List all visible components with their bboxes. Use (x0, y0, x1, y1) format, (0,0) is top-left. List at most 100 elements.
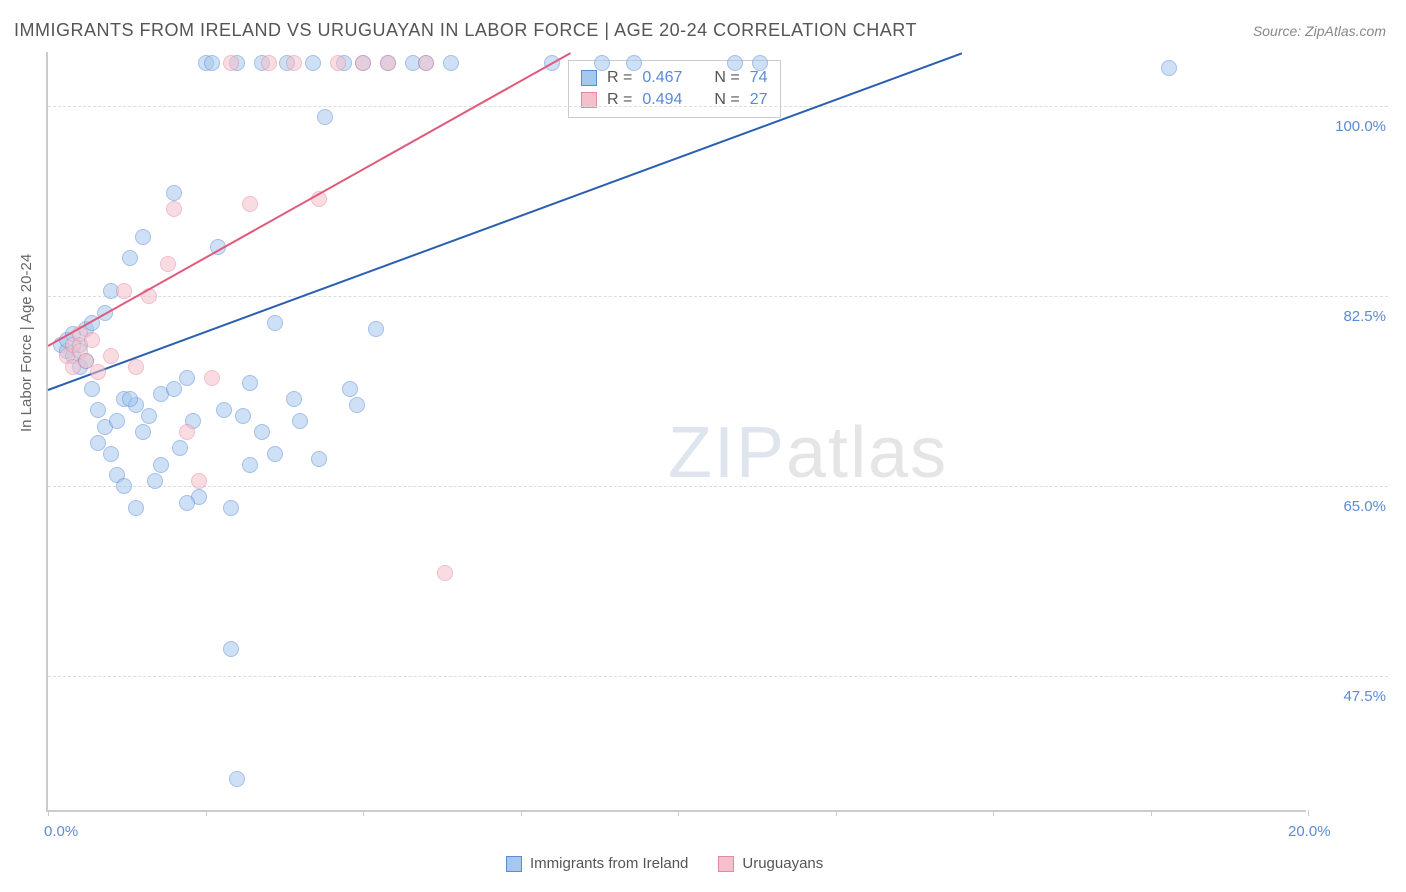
data-point-ireland (116, 478, 132, 494)
data-point-uruguay (418, 55, 434, 71)
data-point-uruguay (103, 348, 119, 364)
gridline (48, 106, 1388, 107)
data-point-ireland (368, 321, 384, 337)
legend-item-uruguay: Uruguayans (718, 855, 823, 872)
x-tick-label: 20.0% (1288, 823, 1331, 840)
data-point-uruguay (116, 283, 132, 299)
data-point-uruguay (90, 364, 106, 380)
data-point-uruguay (223, 55, 239, 71)
x-tick (206, 810, 207, 816)
header: IMMIGRANTS FROM IRELAND VS URUGUAYAN IN … (14, 20, 1386, 41)
data-point-ireland (84, 381, 100, 397)
data-point-uruguay (330, 55, 346, 71)
chart-area: In Labor Force | Age 20-24 ZIPatlas R =0… (46, 52, 1386, 842)
trend-line-uruguay (48, 52, 572, 347)
data-point-ireland (172, 440, 188, 456)
data-point-ireland (443, 55, 459, 71)
legend-swatch-ireland (506, 856, 522, 872)
data-point-ireland (128, 500, 144, 516)
data-point-ireland (311, 451, 327, 467)
data-point-uruguay (160, 256, 176, 272)
data-point-ireland (147, 473, 163, 489)
data-point-ireland (235, 408, 251, 424)
y-tick-label: 47.5% (1316, 688, 1386, 705)
x-tick-label: 0.0% (44, 823, 78, 840)
chart-legend: Immigrants from Ireland Uruguayans (506, 855, 823, 872)
data-point-ireland (229, 771, 245, 787)
data-point-ireland (223, 500, 239, 516)
legend-item-ireland: Immigrants from Ireland (506, 855, 688, 872)
data-point-ireland (594, 55, 610, 71)
data-point-uruguay (380, 55, 396, 71)
data-point-ireland (122, 391, 138, 407)
stat-row-uruguay: R =0.494N =27 (581, 89, 768, 111)
stat-r-value: 0.467 (642, 69, 682, 87)
data-point-ireland (254, 424, 270, 440)
y-axis-label: In Labor Force | Age 20-24 (18, 254, 35, 432)
gridline (48, 486, 1388, 487)
chart-title: IMMIGRANTS FROM IRELAND VS URUGUAYAN IN … (14, 20, 917, 41)
legend-swatch-uruguay (718, 856, 734, 872)
data-point-ireland (267, 315, 283, 331)
legend-label-uruguay: Uruguayans (742, 855, 823, 872)
data-point-ireland (204, 55, 220, 71)
data-point-ireland (135, 229, 151, 245)
watermark-zip: ZIP (668, 413, 786, 493)
data-point-ireland (342, 381, 358, 397)
data-point-uruguay (437, 565, 453, 581)
data-point-uruguay (286, 55, 302, 71)
data-point-ireland (122, 250, 138, 266)
x-tick (678, 810, 679, 816)
data-point-ireland (242, 375, 258, 391)
y-tick-label: 100.0% (1316, 118, 1386, 135)
data-point-ireland (752, 55, 768, 71)
data-point-ireland (349, 397, 365, 413)
data-point-uruguay (355, 55, 371, 71)
y-tick-label: 82.5% (1316, 308, 1386, 325)
data-point-ireland (292, 413, 308, 429)
data-point-uruguay (166, 201, 182, 217)
data-point-ireland (179, 370, 195, 386)
x-tick (1308, 810, 1309, 816)
data-point-uruguay (191, 473, 207, 489)
data-point-ireland (305, 55, 321, 71)
x-tick (836, 810, 837, 816)
data-point-uruguay (242, 196, 258, 212)
data-point-ireland (141, 408, 157, 424)
data-point-ireland (135, 424, 151, 440)
data-point-uruguay (84, 332, 100, 348)
data-point-ireland (242, 457, 258, 473)
stat-swatch-ireland (581, 70, 597, 86)
watermark-atlas: atlas (786, 413, 948, 493)
stat-n-label: N = (714, 69, 739, 87)
data-point-ireland (626, 55, 642, 71)
data-point-ireland (1161, 60, 1177, 76)
x-tick (521, 810, 522, 816)
legend-label-ireland: Immigrants from Ireland (530, 855, 688, 872)
data-point-ireland (90, 402, 106, 418)
y-tick-label: 65.0% (1316, 498, 1386, 515)
data-point-ireland (153, 457, 169, 473)
data-point-ireland (109, 413, 125, 429)
watermark: ZIPatlas (668, 412, 948, 494)
scatter-plot: ZIPatlas R =0.467N =74R =0.494N =27 47.5… (46, 52, 1306, 812)
stat-r-label: R = (607, 69, 632, 87)
data-point-ireland (103, 446, 119, 462)
data-point-ireland (223, 641, 239, 657)
data-point-ireland (166, 185, 182, 201)
data-point-uruguay (261, 55, 277, 71)
x-tick (48, 810, 49, 816)
x-tick (363, 810, 364, 816)
data-point-ireland (727, 55, 743, 71)
data-point-ireland (216, 402, 232, 418)
source-label: Source: ZipAtlas.com (1253, 23, 1386, 39)
data-point-uruguay (179, 424, 195, 440)
data-point-uruguay (128, 359, 144, 375)
data-point-ireland (317, 109, 333, 125)
stat-n-value: 74 (750, 69, 768, 87)
gridline (48, 296, 1388, 297)
data-point-ireland (179, 495, 195, 511)
gridline (48, 676, 1388, 677)
trend-line-ireland (48, 52, 962, 390)
data-point-uruguay (204, 370, 220, 386)
